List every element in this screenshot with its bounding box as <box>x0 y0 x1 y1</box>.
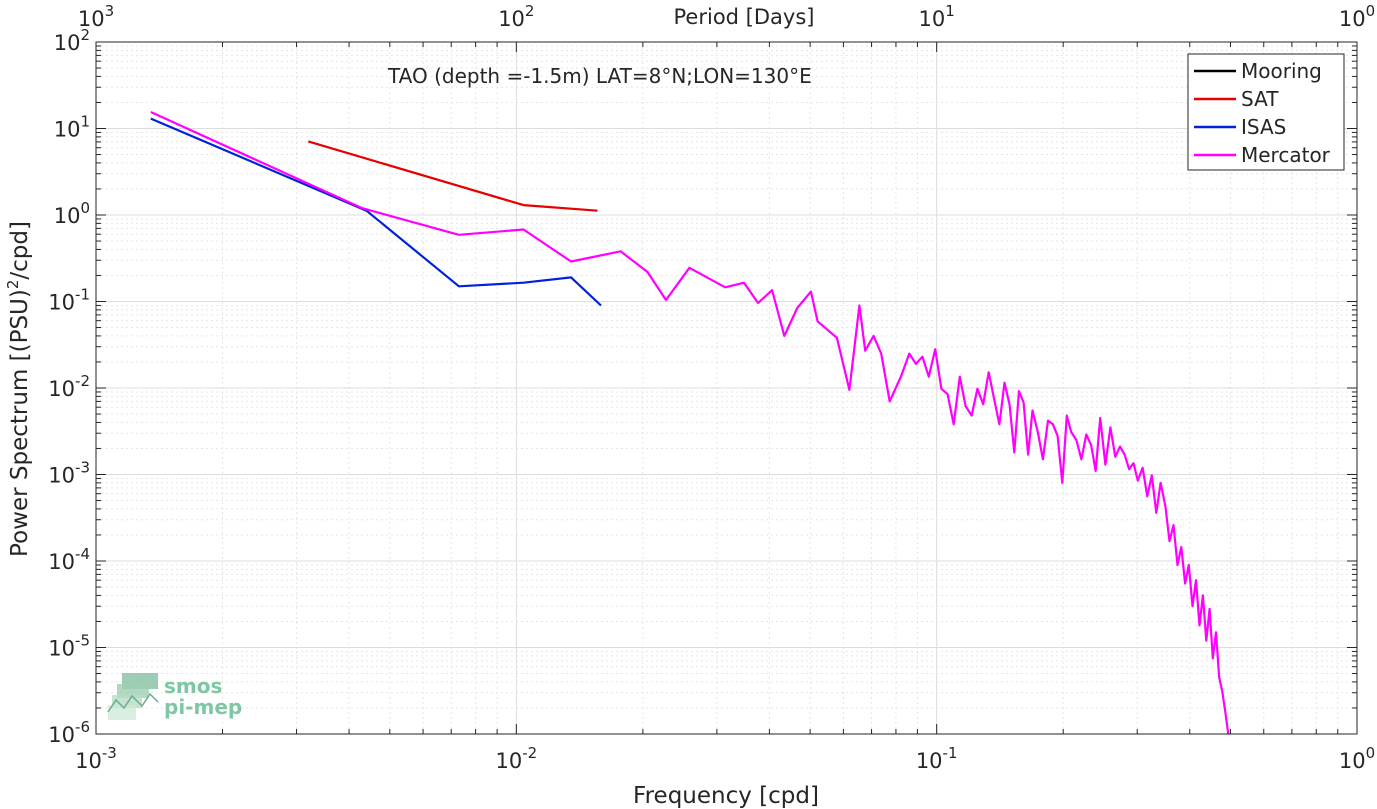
y-axis-label-tail: /cpd] <box>7 221 33 280</box>
y-tick-label-base: 10 <box>48 464 75 488</box>
y-axis-label: Power Spectrum [(PSU)2/cpd] <box>4 221 33 557</box>
y-tick-label-base: 10 <box>48 723 75 747</box>
y-tick-label: 10-5 <box>48 632 90 661</box>
top-x-tick-label-exponent: 1 <box>945 2 955 20</box>
top-axis-label: Period [Days] <box>674 5 815 29</box>
top-x-tick-label-exponent: 3 <box>105 2 115 20</box>
y-tick-label: 102 <box>54 26 90 55</box>
top-x-tick-label-exponent: 0 <box>1366 2 1376 20</box>
top-x-tick-label-exponent: 2 <box>525 2 535 20</box>
series-line-mercator <box>150 110 1230 735</box>
y-tick-label-exponent: -1 <box>75 286 90 304</box>
y-tick-label-base: 10 <box>48 550 75 574</box>
x-tick-label-exponent: -1 <box>943 744 958 762</box>
y-tick-label-exponent: -5 <box>75 632 90 650</box>
y-tick-label-exponent: -3 <box>75 459 90 477</box>
y-tick-label-exponent: 0 <box>80 199 90 217</box>
y-tick-label-exponent: -4 <box>75 545 90 563</box>
watermark-line1: smos <box>164 674 222 698</box>
y-tick-label: 100 <box>54 199 90 228</box>
x-axis-label: Frequency [cpd] <box>633 783 819 809</box>
legend-box <box>1187 53 1345 171</box>
legend-entries: Mooring SAT ISAS Mercator <box>1194 59 1331 167</box>
y-tick-label-exponent: -2 <box>75 372 90 390</box>
y-tick-label: 10-4 <box>48 545 90 574</box>
axis-ticks <box>95 41 1358 735</box>
x-tick-label-exponent: -3 <box>102 744 117 762</box>
y-tick-label: 10-3 <box>48 459 90 488</box>
y-tick-label: 10-1 <box>48 286 90 315</box>
top-x-tick-label: 101 <box>919 2 955 31</box>
x-tick-label: 100 <box>1339 744 1375 773</box>
y-tick-label-base: 10 <box>54 118 81 142</box>
top-x-tick-label-base: 10 <box>919 7 946 31</box>
legend: Mooring SAT ISAS Mercator <box>1187 53 1345 171</box>
series-layer <box>150 110 1230 735</box>
logo-wave <box>107 692 159 713</box>
x-tick-label-base: 10 <box>916 749 943 773</box>
y-tick-label-base: 10 <box>48 637 75 661</box>
y-axis-label-superscript: 2 <box>4 280 22 290</box>
y-axis-label-main: Power Spectrum [(PSU) <box>7 289 33 557</box>
x-tick-label-base: 10 <box>1339 749 1366 773</box>
y-tick-label-base: 10 <box>48 291 75 315</box>
legend-label-sat: SAT <box>1241 87 1279 111</box>
y-tick-label-base: 10 <box>48 377 75 401</box>
top-x-tick-label: 103 <box>78 2 114 31</box>
top-x-tick-label: 102 <box>498 2 534 31</box>
chart-title: TAO (depth =-1.5m) LAT=8°N;LON=130°E <box>387 64 812 88</box>
x-tick-label-exponent: -2 <box>522 744 537 762</box>
y-tick-label-exponent: -6 <box>75 718 90 736</box>
x-tick-label: 10-3 <box>75 744 117 773</box>
x-tick-label: 10-2 <box>495 744 537 773</box>
y-tick-label: 10-6 <box>48 718 90 747</box>
legend-label-mercator: Mercator <box>1241 143 1331 167</box>
series-line-sat <box>307 140 598 212</box>
watermark-line2: pi-mep <box>164 695 242 719</box>
top-x-tick-label: 100 <box>1339 2 1375 31</box>
y-tick-label: 101 <box>54 113 90 142</box>
top-x-tick-label-base: 10 <box>498 7 525 31</box>
top-x-tick-label-base: 10 <box>78 7 105 31</box>
y-tick-label-exponent: 2 <box>80 26 90 44</box>
y-tick-label-base: 10 <box>54 31 81 55</box>
series-line-isas <box>150 117 602 307</box>
logo-layer-2 <box>117 684 149 698</box>
x-tick-label-base: 10 <box>75 749 102 773</box>
legend-label-mooring: Mooring <box>1241 59 1322 83</box>
grid <box>95 42 1357 735</box>
logo-layer-4 <box>108 705 136 720</box>
smos-pimep-logo-icon <box>107 673 159 720</box>
x-tick-label-base: 10 <box>495 749 522 773</box>
x-tick-label: 10-1 <box>916 744 958 773</box>
y-tick-label-base: 10 <box>54 204 81 228</box>
y-tick-label: 10-2 <box>48 372 90 401</box>
top-x-tick-label-base: 10 <box>1339 7 1366 31</box>
x-tick-label-exponent: 0 <box>1366 744 1376 762</box>
y-tick-label-exponent: 1 <box>80 113 90 131</box>
legend-label-isas: ISAS <box>1241 115 1286 139</box>
